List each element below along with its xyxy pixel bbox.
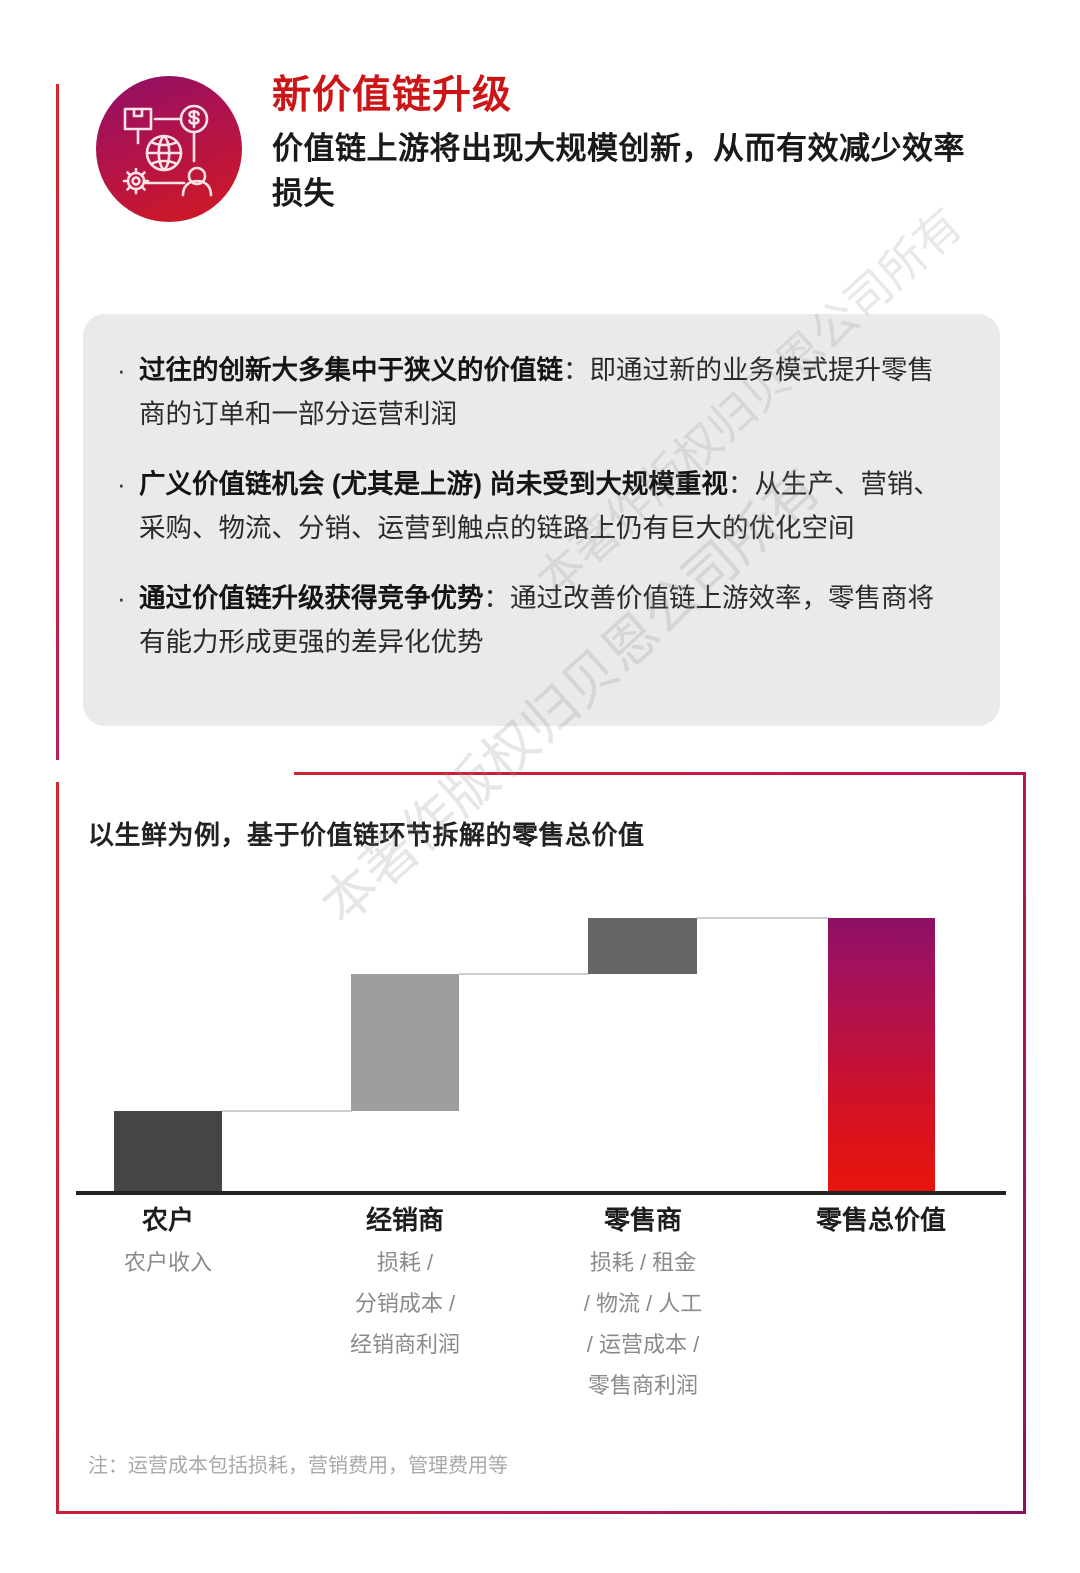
header: 新价值链升级 价值链上游将出现大规模创新，从而有效减少效率损失 [96,72,996,252]
waterfall-connector [697,917,829,919]
bullet-dot-icon: · [117,355,126,385]
frame-mask [54,760,294,782]
key-points-panel: · 过往的创新大多集中于狭义的价值链：即通过新的业务模式提升零售商的订单和一部分… [83,314,1000,726]
x-axis-sublabel: 经销商利润 [349,1332,460,1357]
x-axis-label-group: 经销商损耗 / 分销成本 / 经销商利润 [275,1200,535,1363]
bullet-lead: 广义价值链机会 (尤其是上游) 尚未受到大规模重视 [139,469,728,499]
waterfall-bar [828,918,935,1193]
list-item: · 过往的创新大多集中于狭义的价值链：即通过新的业务模式提升零售商的订单和一部分… [117,348,960,436]
page-subtitle: 价值链上游将出现大规模创新，从而有效减少效率损失 [272,131,965,211]
bullet-lead: 过往的创新大多集中于狭义的价值链 [139,355,563,385]
x-axis-sublabel: 零售商利润 [587,1373,698,1398]
bullet-rest: ：从生产、营销、采购、物流、分销、运营到触点的链路上仍有巨大的优化空间 [139,469,940,543]
x-axis-sublabel: / 运营成本 / [586,1332,700,1357]
bullet-dot-icon: · [117,583,126,613]
x-axis-category-label: 零售商 [603,1205,682,1235]
bullet-rest: ：通过改善价值链上游效率，零售商将有能力形成更强的差异化优势 [139,583,934,657]
x-axis-sublabel: 分销成本 / [354,1291,456,1316]
x-axis-sublabel: / 物流 / 人工 [583,1291,703,1316]
waterfall-connector [459,973,589,975]
x-axis-category-label: 零售总价值 [815,1205,946,1235]
value-chain-network-icon [96,76,242,222]
waterfall-bar [351,974,459,1111]
waterfall-connector [222,1110,352,1112]
x-axis-line [76,1191,1006,1195]
chart-footnote: 注：运营成本包括损耗，营销费用，管理费用等 [88,1455,508,1477]
left-accent-rail-top [56,84,59,779]
list-item: · 广义价值链机会 (尤其是上游) 尚未受到大规模重视：从生产、营销、采购、物流… [117,462,960,550]
page-title: 新价值链升级 [272,74,513,117]
x-axis-category-label: 经销商 [365,1205,444,1235]
bullet-lead: 通过价值链升级获得竞争优势 [139,583,484,613]
x-axis-sublabel: 损耗 / [376,1250,434,1275]
chart-title: 以生鲜为例，基于价值链环节拆解的零售总价值 [88,820,645,850]
x-axis-label-group: 零售总价值 [751,1200,1011,1240]
x-axis-category-label: 农户 [141,1205,194,1235]
bullet-rest: ：即通过新的业务模式提升零售商的订单和一部分运营利润 [139,355,934,429]
bullet-text: 广义价值链机会 (尤其是上游) 尚未受到大规模重视：从生产、营销、采购、物流、分… [139,462,960,550]
bullet-text: 过往的创新大多集中于狭义的价值链：即通过新的业务模式提升零售商的订单和一部分运营… [139,348,960,436]
bullet-text: 通过价值链升级获得竞争优势：通过改善价值链上游效率，零售商将有能力形成更强的差异… [139,576,960,664]
waterfall-bar [588,918,697,974]
x-axis-sublabel: 损耗 / 租金 [589,1250,697,1275]
list-item: · 通过价值链升级获得竞争优势：通过改善价值链上游效率，零售商将有能力形成更强的… [117,576,960,664]
header-text: 新价值链升级 价值链上游将出现大规模创新，从而有效减少效率损失 [272,72,992,216]
x-axis-sublabel: 农户收入 [123,1250,212,1275]
waterfall-bar [114,1111,222,1193]
x-axis-label-group: 零售商损耗 / 租金 / 物流 / 人工 / 运营成本 / 零售商利润 [513,1200,773,1404]
x-axis-label-group: 农户 农户收入 [38,1200,298,1281]
bullet-dot-icon: · [117,469,126,499]
